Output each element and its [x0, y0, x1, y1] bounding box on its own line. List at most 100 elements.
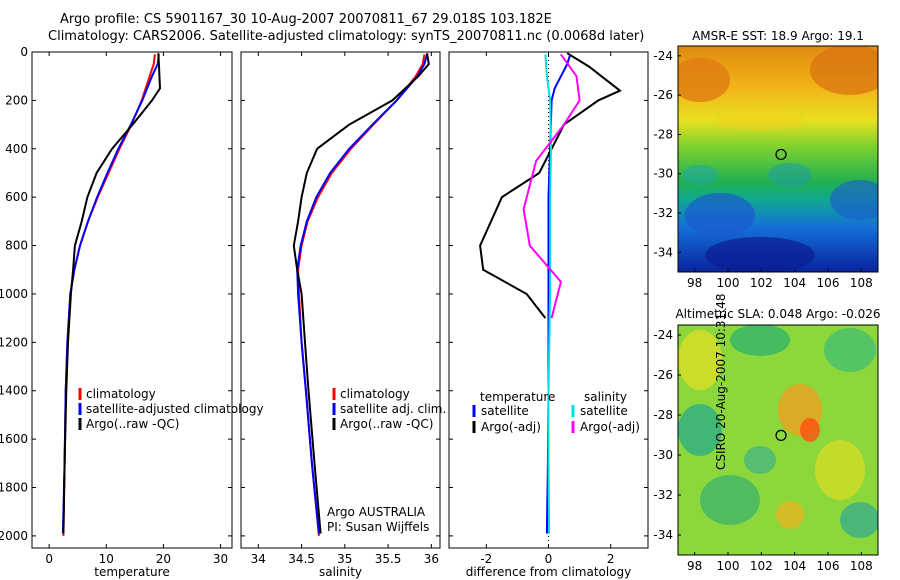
depth-tick-label: 1800	[0, 481, 28, 495]
salinity-annotation: PI: Susan Wijffels	[327, 520, 429, 534]
depth-tick-label: 1000	[0, 287, 28, 301]
map-color-field	[800, 418, 820, 442]
sla-map-xtick-label: 108	[850, 559, 873, 573]
map-color-field	[678, 330, 722, 390]
map-color-field	[830, 180, 878, 220]
salinity-panel: 34 34.5 35 35.5 36 salinity climatologysatelli…	[240, 51, 446, 579]
salinity-xtick-label: 34.5	[288, 552, 315, 566]
sla-map-ytick-label: -28	[653, 408, 673, 422]
climatology-title: Climatology: CARS2006. Satellite-adjuste…	[48, 29, 645, 44]
difference-legend-heading: salinity	[584, 390, 627, 404]
depth-tick-label: 2000	[0, 529, 28, 543]
temperature-series-climatology	[62, 54, 156, 536]
map-color-field	[730, 325, 790, 356]
sst-map-xtick-label: 100	[717, 276, 740, 290]
map-color-field	[810, 46, 878, 95]
map-color-field	[682, 165, 718, 185]
map-color-field	[815, 440, 865, 500]
sst-map-panel: AMSR-E SST: 18.9 Argo: 19.1 98 100 102 104 10…	[653, 29, 879, 290]
sst-map-ytick-label: -32	[653, 206, 673, 220]
sst-map-ytick-label: -34	[653, 245, 673, 259]
salinity-axes-box	[240, 51, 441, 549]
sla-map-title: Altimetric SLA: 0.048 Argo: -0.026	[675, 307, 880, 321]
map-color-field	[840, 502, 878, 538]
sst-map-ytick-label: -26	[653, 88, 673, 102]
difference-xtick-label: 0	[545, 552, 553, 566]
profile-panels: 0 10 20 30020040060080010001200140016001800…	[0, 45, 649, 579]
temperature-xtick-label: 30	[213, 552, 228, 566]
sla-map-axes-box	[677, 324, 879, 556]
sla-map-xtick-label: 106	[817, 559, 840, 573]
map-color-field	[715, 110, 805, 130]
difference-series-argo-adj-	[479, 52, 622, 319]
sst-map-xtick-label: 106	[817, 276, 840, 290]
sst-map-title: AMSR-E SST: 18.9 Argo: 19.1	[692, 29, 864, 43]
sla-map-panel: Altimetric SLA: 0.048 Argo: -0.026 98 100 1…	[653, 307, 880, 573]
sla-map-ytick-label: -32	[653, 488, 673, 502]
sst-map-xtick-label: 102	[750, 276, 773, 290]
sst-map-ytick-label: -28	[653, 127, 673, 141]
difference-series-argo-adj-	[522, 53, 581, 319]
sla-map-xtick-label: 98	[687, 559, 702, 573]
map-color-field	[705, 237, 815, 272]
map-color-field	[700, 475, 760, 525]
salinity-series-climatology	[297, 54, 426, 536]
temperature-xtick-label: 20	[156, 552, 171, 566]
salinity-xtick-label: 35	[337, 552, 352, 566]
sla-map-argo-marker	[775, 429, 787, 441]
depth-tick-label: 0	[20, 45, 28, 59]
sst-map-ytick-label: -24	[653, 49, 673, 63]
salinity-series-argo-raw-qc-	[292, 53, 430, 534]
temperature-legend-entry: climatology	[86, 387, 156, 401]
sst-map-ytick-label: -30	[653, 167, 673, 181]
map-color-field	[768, 163, 812, 187]
salinity-annotation: Argo AUSTRALIA	[327, 505, 426, 519]
sla-map-ytick-label: -26	[653, 368, 673, 382]
temperature-axes-box	[31, 51, 233, 549]
difference-series-satellite	[544, 54, 553, 534]
temperature-panel: 0 10 20 30 0 200 400 600 800 1000 1200 1400 1600 1800…	[0, 45, 264, 579]
sst-map-xtick-label: 108	[850, 276, 873, 290]
sla-map-ytick-label: -30	[653, 448, 673, 462]
depth-tick-label: 1400	[0, 384, 28, 398]
map-color-field	[776, 501, 804, 529]
sla-map-xtick-label: 102	[750, 559, 773, 573]
salinity-series-satellite-adj-clim-	[296, 54, 428, 534]
difference-xtick-label: -2	[480, 552, 492, 566]
depth-tick-label: 800	[5, 239, 28, 253]
sla-map-xtick-label: 104	[783, 559, 806, 573]
sla-map-xtick-label: 100	[717, 559, 740, 573]
difference-legend-entry: Argo(-adj)	[481, 420, 541, 434]
temperature-xtick-label: 10	[99, 552, 114, 566]
sst-map-argo-marker	[775, 148, 787, 161]
sst-map-xtick-label: 98	[687, 276, 702, 290]
difference-legend-entry: satellite	[580, 404, 628, 418]
map-color-field	[678, 58, 730, 102]
difference-xlabel: difference from climatology	[466, 565, 632, 579]
profile-title: Argo profile: CS 5901167_30 10-Aug-2007 …	[60, 12, 552, 27]
salinity-legend-entry: climatology	[340, 387, 410, 401]
map-color-field	[744, 446, 776, 474]
map-color-field	[824, 328, 876, 372]
temperature-series-argo-raw-qc-	[62, 53, 162, 534]
depth-tick-label: 200	[5, 93, 28, 107]
salinity-legend-entry: Argo(..raw -QC)	[340, 417, 433, 431]
temperature-legend-entry: Argo(..raw -QC)	[86, 417, 179, 431]
map-panels: AMSR-E SST: 18.9 Argo: 19.1 98 100 102 104 10…	[653, 29, 880, 573]
depth-tick-label: 400	[5, 142, 28, 156]
temperature-xlabel: temperature	[94, 565, 169, 579]
difference-legend-heading: temperature	[480, 390, 555, 404]
sst-map-xtick-label: 104	[783, 276, 806, 290]
map-color-field	[685, 193, 755, 237]
difference-xtick-label: 2	[607, 552, 615, 566]
salinity-xlabel: salinity	[319, 565, 362, 579]
depth-tick-label: 1200	[0, 335, 28, 349]
salinity-xtick-label: 35.5	[375, 552, 402, 566]
difference-legend-entry: satellite	[481, 404, 529, 418]
sst-map-axes-box	[677, 45, 879, 273]
temperature-xtick-label: 0	[45, 552, 53, 566]
salinity-legend-entry: satellite adj. clim.	[340, 402, 446, 416]
timestamp-side-label: CSIRO 20-Aug-2007 10:31:48	[714, 294, 728, 470]
